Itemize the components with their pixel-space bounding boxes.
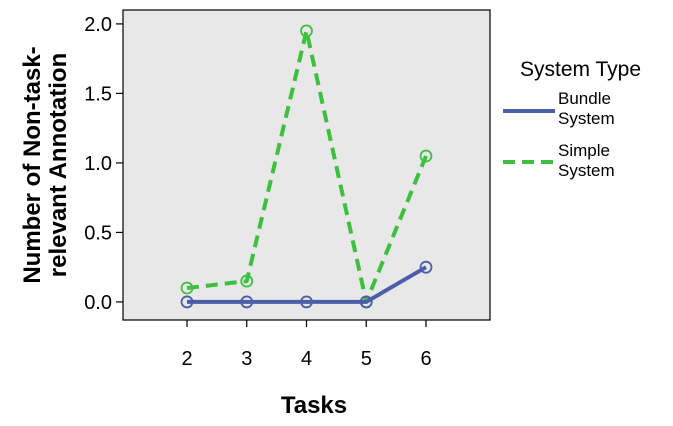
legend: System Type Bundle System Simple System: [503, 58, 641, 180]
legend-label-simple-line-1: Simple: [558, 141, 610, 160]
y-tick-label: 0.5: [84, 222, 112, 244]
data-point-bundle: [180, 295, 194, 309]
x-tick-label: 3: [241, 348, 252, 370]
x-tick-label: 4: [301, 348, 312, 370]
plot-area: [122, 9, 491, 321]
y-tick-label: 1.5: [84, 83, 112, 105]
series-line-bundle: [187, 265, 428, 304]
legend-label-simple-line-2: System: [558, 161, 615, 180]
x-axis: 2 3 4 5 6: [181, 320, 432, 370]
y-tick-label: 0.0: [84, 292, 112, 314]
data-point-bundle: [419, 260, 433, 274]
y-axis-title-line-1: Number of Non-task-: [19, 46, 46, 283]
data-point-simple: [180, 281, 194, 295]
x-tick-label: 5: [361, 348, 372, 370]
data-point-bundle: [240, 295, 254, 309]
data-point-simple: [419, 149, 433, 163]
y-axis-title-line-2: relevant Annotation: [45, 53, 72, 277]
legend-title: System Type: [520, 58, 641, 81]
series-line-simple: [186, 28, 428, 304]
x-axis-title: Tasks: [281, 392, 347, 419]
x-tick-label: 6: [420, 348, 431, 370]
legend-label-bundle-line-2: System: [558, 109, 615, 128]
legend-label-bundle-line-1: Bundle: [558, 89, 611, 108]
data-point-bundle: [359, 295, 373, 309]
x-tick-label: 2: [181, 348, 192, 370]
y-tick-label: 1.0: [84, 153, 112, 175]
data-point-simple: [240, 274, 254, 288]
y-axis: 0.0 0.5 1.0 1.5 2.0: [84, 14, 123, 314]
y-axis-title: Number of Non-task- relevant Annotation: [19, 46, 72, 283]
y-tick-label: 2.0: [84, 14, 112, 36]
series-layer: [180, 24, 433, 309]
data-point-bundle: [300, 295, 313, 309]
data-point-simple: [300, 24, 313, 38]
